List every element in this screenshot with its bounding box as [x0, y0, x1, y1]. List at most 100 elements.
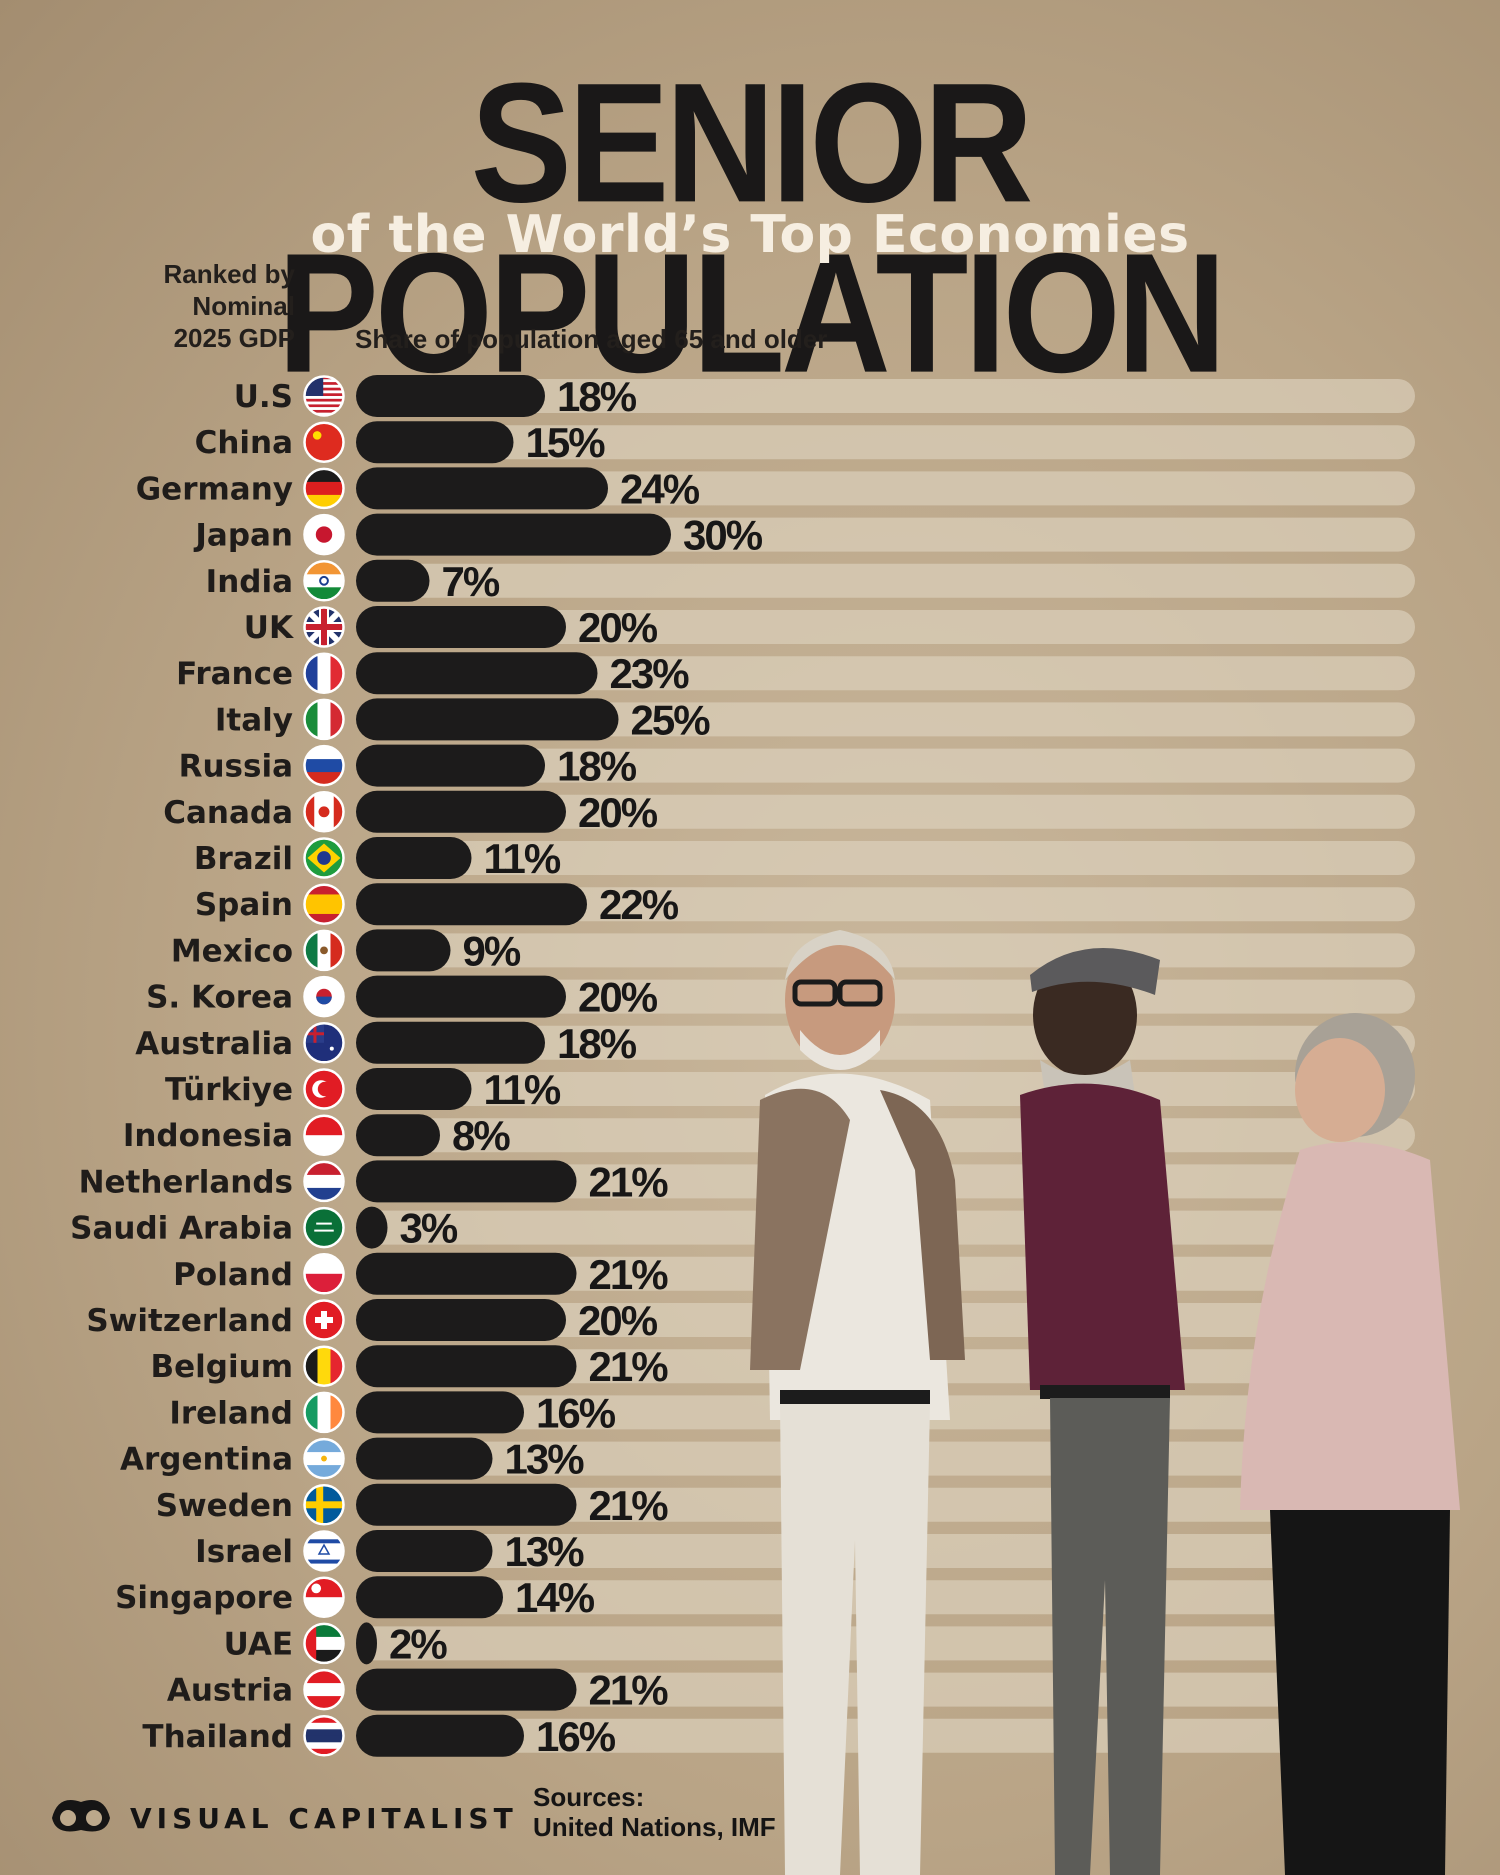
rank-note-line: Ranked by: [163, 259, 296, 289]
bar: [356, 375, 545, 417]
value-label: 3%: [400, 1205, 458, 1252]
category-label: Türkiye: [165, 1072, 293, 1108]
category-label: Indonesia: [123, 1118, 293, 1154]
value-label: 2%: [389, 1620, 447, 1667]
category-label: Russia: [179, 749, 293, 785]
bar-track: [356, 794, 1415, 829]
bar-track: [356, 656, 1415, 691]
category-label: UAE: [224, 1626, 293, 1662]
flag-brazil-icon: [303, 837, 345, 879]
value-label: 20%: [578, 604, 658, 651]
value-label: 21%: [589, 1482, 669, 1529]
bar: [356, 1206, 388, 1249]
bar: [356, 929, 451, 972]
bar-row: 30% Japan: [193, 512, 1415, 559]
flag-austria-icon: [303, 1668, 345, 1711]
flag-uk-icon: [303, 606, 345, 648]
flag-thailand-icon: [303, 1715, 345, 1757]
flag-israel-icon: [303, 1530, 345, 1572]
value-label: 14%: [515, 1574, 595, 1621]
flag-netherlands-icon: [303, 1160, 345, 1203]
value-label: 7%: [442, 558, 500, 605]
value-label: 18%: [557, 743, 637, 790]
flag-japan-icon: [303, 513, 345, 556]
category-label: China: [195, 425, 293, 461]
value-label: 21%: [589, 1667, 669, 1714]
bar: [356, 1114, 440, 1157]
value-label: 20%: [578, 974, 658, 1021]
category-label: Spain: [195, 887, 293, 923]
bar-track: [356, 1025, 1415, 1060]
flag-indonesia-icon: [303, 1114, 345, 1156]
bar: [356, 1299, 566, 1341]
bar: [356, 1252, 577, 1295]
flag-australia-icon: [303, 1022, 345, 1064]
chart-subtitle: of the World’s Top Economies: [310, 205, 1190, 265]
rank-note-line: Nominal: [192, 291, 295, 321]
bar: [356, 606, 566, 648]
bar: [356, 1437, 493, 1480]
bar: [356, 1160, 577, 1203]
bar-row: 23% France: [176, 650, 1415, 697]
senior-man-middle: [1020, 948, 1185, 1875]
bar-track: [356, 471, 1415, 506]
value-label: 11%: [484, 835, 561, 882]
category-label: UK: [244, 610, 294, 646]
flag-mexico-icon: [303, 929, 345, 972]
value-label: 25%: [631, 696, 711, 743]
sources: Sources: United Nations, IMF: [533, 1782, 776, 1842]
value-label: 30%: [683, 512, 763, 559]
senior-man-left: [750, 930, 965, 1875]
brand-name: VISUAL CAPITALIST: [130, 1802, 518, 1835]
category-label: Ireland: [169, 1395, 293, 1431]
flag-saudi-arabia-icon: [303, 1206, 345, 1249]
rank-note-line: 2025 GDP: [173, 323, 295, 353]
bar-row: 11% Brazil: [194, 835, 1415, 882]
bar-track: [356, 563, 1415, 598]
bar: [356, 421, 514, 464]
senior-woman-right: [1240, 1013, 1460, 1875]
bar-row: 18% Russia: [179, 743, 1415, 790]
value-label: 22%: [599, 881, 679, 928]
bar-track: [356, 841, 1415, 875]
sources-text: United Nations, IMF: [533, 1812, 776, 1842]
bar-track: [356, 887, 1415, 922]
value-label: 11%: [484, 1066, 561, 1113]
category-label: Austria: [167, 1673, 293, 1709]
bar: [356, 837, 472, 879]
chart-title: SENIOR POPULATION: [277, 47, 1226, 409]
bar: [356, 1345, 577, 1388]
category-label: Australia: [135, 1026, 293, 1062]
value-label: 15%: [526, 419, 606, 466]
value-label: 9%: [463, 927, 521, 974]
bar: [356, 1714, 524, 1757]
flag-germany-icon: [303, 467, 345, 510]
value-label: 8%: [452, 1112, 510, 1159]
value-label: 16%: [536, 1389, 616, 1436]
value-label: 21%: [589, 1343, 669, 1390]
category-label: Israel: [195, 1534, 293, 1570]
bar: [356, 1483, 577, 1526]
category-label: Thailand: [142, 1719, 293, 1755]
bar-row: 20% UK: [244, 604, 1415, 651]
bar: [356, 1668, 577, 1711]
flag-canada-icon: [303, 791, 345, 833]
bar-track: [356, 748, 1415, 783]
value-label: 21%: [589, 1158, 669, 1205]
category-label: Brazil: [194, 841, 293, 877]
bar: [356, 467, 608, 510]
bar-row: 22% Spain: [195, 881, 1415, 928]
value-label: 24%: [620, 465, 700, 512]
value-label: 16%: [536, 1713, 616, 1760]
flag-poland-icon: [303, 1253, 345, 1295]
category-label: Singapore: [115, 1580, 293, 1616]
visual-capitalist-logo-icon: [52, 1800, 110, 1832]
flag-belgium-icon: [303, 1345, 345, 1387]
value-label: 20%: [578, 789, 658, 836]
flag-russia-icon: [303, 744, 345, 787]
value-label: 23%: [610, 650, 690, 697]
flag-sweden-icon: [303, 1484, 345, 1526]
bar: [356, 1021, 545, 1064]
category-label: Argentina: [120, 1442, 293, 1478]
bar-track: [356, 610, 1415, 644]
